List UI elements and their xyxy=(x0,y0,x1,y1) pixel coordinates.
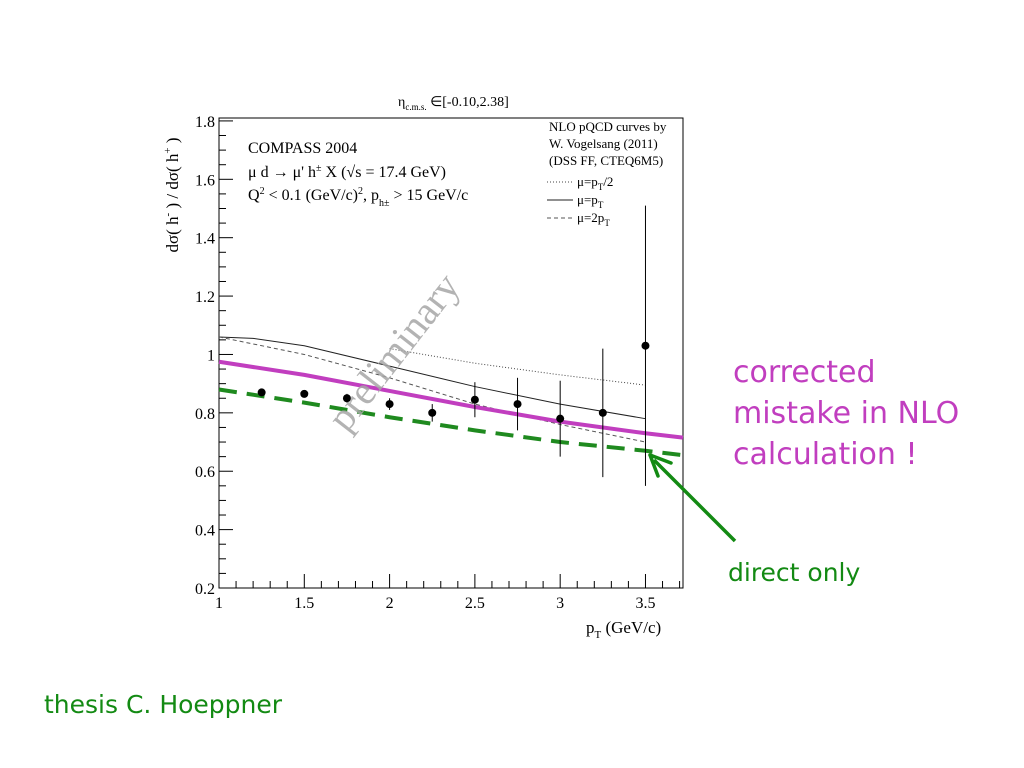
watermark-preliminary: preliminary xyxy=(318,264,468,439)
data-point xyxy=(513,400,522,409)
legend-title-line-3: (DSS FF, CTEQ6M5) xyxy=(549,153,663,168)
data-point xyxy=(470,395,479,404)
info-line-reaction: μ d → μ' h± X (√s = 17.4 GeV) xyxy=(248,163,446,181)
data-point xyxy=(598,408,607,417)
data-point xyxy=(556,414,565,423)
y-tick-label: 1.4 xyxy=(195,231,215,248)
thesis-credit: thesis C. Hoeppner xyxy=(44,690,283,719)
data-point xyxy=(385,400,394,409)
plot-frame xyxy=(218,117,684,589)
chart-header: ηc.m.s. ∈[-0.10,2.38] xyxy=(398,95,509,112)
x-tick-label: 2 xyxy=(386,595,394,612)
legend-title-line-2: W. Vogelsang (2011) xyxy=(549,136,658,151)
arrow-shaft xyxy=(652,458,737,543)
y-tick-label: 1.8 xyxy=(195,114,215,131)
info-line-cuts: Q2 < 0.1 (GeV/c)2, ph± > 15 GeV/c xyxy=(248,186,468,209)
x-tick-label: 1.5 xyxy=(294,595,314,612)
legend-label-two-pt: μ=2pT xyxy=(577,210,610,228)
data-point xyxy=(257,388,266,397)
corrected-mistake-annotation: corrected mistake in NLO calculation ! xyxy=(733,352,959,475)
y-tick-label: 0.6 xyxy=(195,464,215,481)
y-tick-label: 0.2 xyxy=(195,581,215,598)
series-dotted xyxy=(389,348,646,386)
corrected-line-2: mistake in NLO xyxy=(733,396,960,431)
x-tick-label: 2.5 xyxy=(465,595,485,612)
y-axis-label: dσ( h- ) / dσ( h+ ) xyxy=(162,137,182,252)
corrected-line-1: corrected xyxy=(733,355,876,390)
direct-only-annotation: direct only xyxy=(728,558,861,587)
legend-label-pt: μ=pT xyxy=(577,192,604,210)
y-tick-label: 0.4 xyxy=(195,523,215,540)
x-tick-label: 3.5 xyxy=(635,595,655,612)
data-point xyxy=(428,408,437,417)
series-dashed xyxy=(218,336,646,443)
data-point xyxy=(342,394,351,403)
x-tick-label: 3 xyxy=(556,595,564,612)
x-axis-label: pT (GeV/c) xyxy=(586,618,661,641)
y-tick-label: 1 xyxy=(207,347,215,364)
series-thick-dashed xyxy=(218,387,684,458)
y-tick-label: 1.6 xyxy=(195,172,215,189)
legend-label-half-pt: μ=pT/2 xyxy=(577,174,613,192)
info-line-experiment: COMPASS 2004 xyxy=(248,140,357,157)
corrected-line-3: calculation ! xyxy=(733,437,918,472)
x-tick-label: 1 xyxy=(215,595,223,612)
arrow-head xyxy=(648,453,673,478)
y-tick-label: 1.2 xyxy=(195,289,215,306)
data-point xyxy=(300,389,309,398)
legend-title-line-1: NLO pQCD curves by xyxy=(549,119,667,134)
data-point xyxy=(641,341,650,350)
y-tick-label: 0.8 xyxy=(195,406,215,423)
